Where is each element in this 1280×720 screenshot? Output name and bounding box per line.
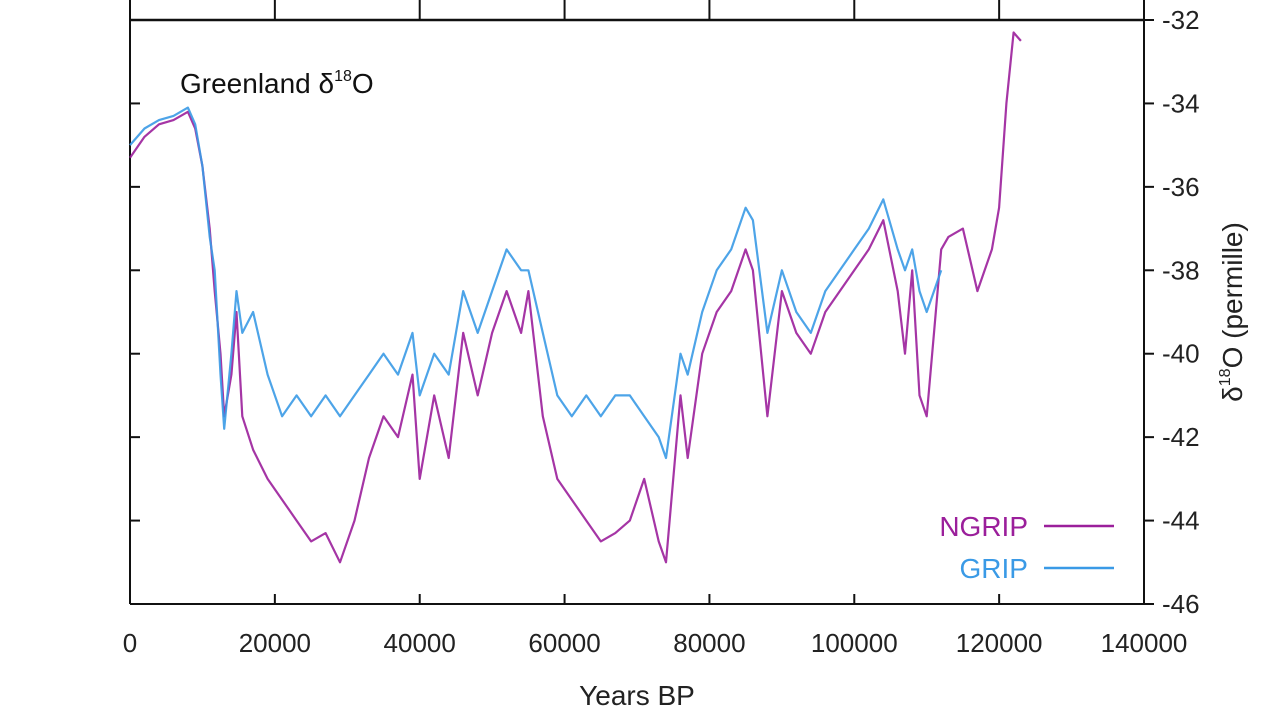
x-axis-title: Years BP: [579, 680, 695, 711]
x-tick-label: 40000: [384, 628, 456, 658]
plot-title: Greenland δ18O: [180, 68, 374, 99]
y-tick-label: -32: [1162, 5, 1200, 35]
series-layer: [129, 31, 1022, 564]
y-axis: -32 -34 -36 -38 -40 -42 -44 -46: [130, 5, 1200, 619]
legend-label: GRIP: [960, 553, 1028, 584]
x-axis: 0 20000 40000 60000 80000 100000 120000 140000: [123, 0, 1188, 658]
series-line-ngrip: [129, 31, 1022, 564]
x-tick-label: 60000: [528, 628, 600, 658]
x-tick-label: 120000: [956, 628, 1043, 658]
y-tick-label: -46: [1162, 589, 1200, 619]
y-tick-label: -38: [1162, 255, 1200, 285]
y-tick-label: -36: [1162, 172, 1200, 202]
x-tick-label: 140000: [1101, 628, 1188, 658]
y-tick-label: -34: [1162, 88, 1200, 118]
legend-label: NGRIP: [939, 511, 1028, 542]
y-tick-label: -42: [1162, 422, 1200, 452]
x-tick-label: 100000: [811, 628, 898, 658]
y-axis-title: δ18O (permille): [1217, 222, 1248, 402]
legend: NGRIP GRIP: [939, 511, 1114, 584]
y-tick-label: -40: [1162, 339, 1200, 369]
plot-frame: [129, 0, 1145, 605]
x-tick-label: 0: [123, 628, 137, 658]
y-tick-label: -44: [1162, 506, 1200, 536]
x-tick-label: 20000: [239, 628, 311, 658]
x-tick-label: 80000: [673, 628, 745, 658]
series-line-grip: [129, 106, 943, 460]
